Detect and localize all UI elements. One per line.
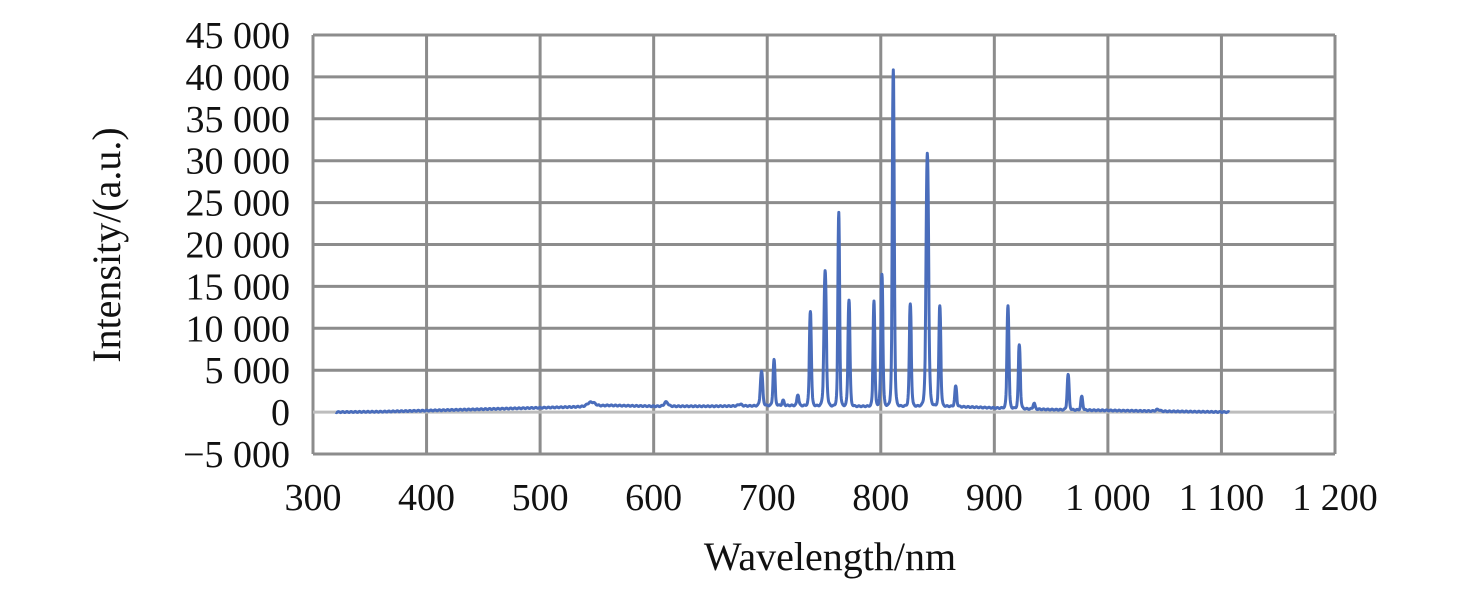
y-tick-label: 30 000 [186,141,291,183]
spectrum-line [334,68,1231,415]
x-tick-label: 1 000 [1065,477,1151,519]
y-tick-label: 0 [271,392,290,434]
y-tick-label: 40 000 [186,57,291,99]
tick-labels: 300 400 500 600 700 800 900 1 000 1 100 1 200 −5 0… [183,15,1378,519]
y-tick-label: 20 000 [186,225,291,267]
y-tick-label: −5 000 [183,434,290,476]
x-tick-label: 1 200 [1292,477,1378,519]
y-axis-label: Intensity/(a.u.) [84,127,129,363]
x-tick-label: 700 [739,477,796,519]
y-tick-label: 35 000 [186,99,291,141]
x-axis-label: Wavelength/nm [704,534,956,579]
y-tick-label: 45 000 [186,15,291,57]
y-tick-label: 25 000 [186,183,291,225]
x-tick-label: 600 [625,477,682,519]
x-tick-label: 500 [512,477,569,519]
x-tick-label: 900 [966,477,1023,519]
y-tick-label: 15 000 [186,266,291,308]
y-tick-label: 10 000 [186,308,291,350]
x-tick-label: 800 [852,477,909,519]
x-tick-label: 1 100 [1179,477,1265,519]
y-tick-label: 5 000 [205,350,291,392]
x-tick-label: 400 [398,477,455,519]
x-tick-label: 300 [285,477,342,519]
